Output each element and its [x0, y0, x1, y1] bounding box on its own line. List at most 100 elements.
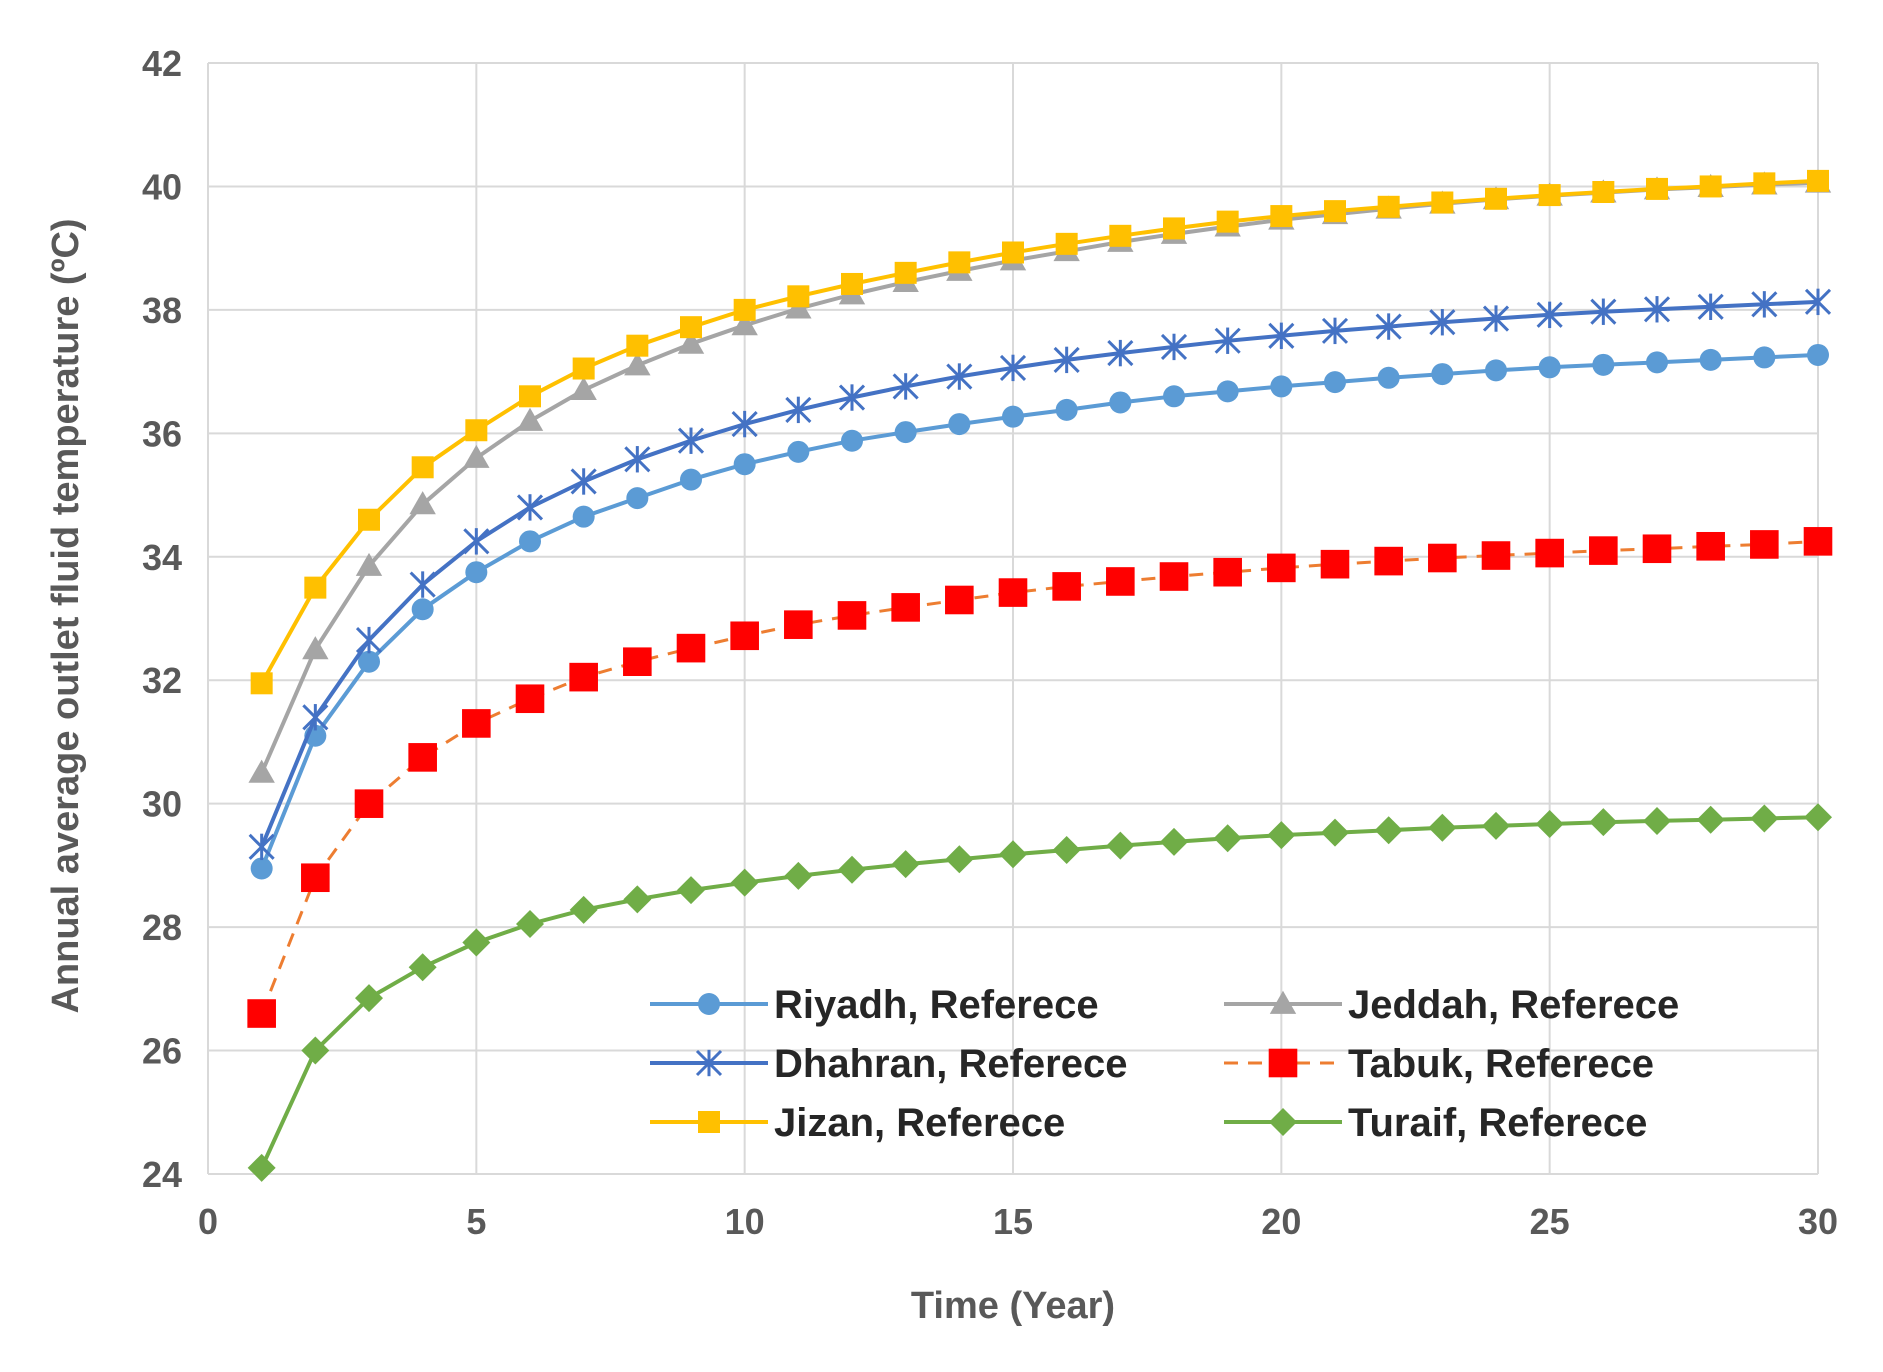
data-point-dhahran: [1107, 339, 1134, 367]
data-point-riyadh: [733, 453, 756, 476]
data-point-turaif: [784, 861, 813, 890]
data-point-jizan: [1216, 210, 1239, 233]
series-line-dhahran: [259, 299, 1819, 848]
data-point-jizan: [787, 285, 810, 308]
series-dhahran: [248, 288, 1832, 861]
data-point-jizan: [733, 298, 756, 321]
data-point-tabuk: [1750, 530, 1779, 559]
data-point-turaif: [1160, 827, 1188, 856]
data-point-dhahran: [1536, 301, 1563, 329]
legend-label-tabuk: Tabuk, Referece: [1348, 1042, 1654, 1086]
y-tick-label: 30: [142, 784, 182, 825]
data-point-dhahran: [999, 354, 1027, 382]
data-point-jizan: [1646, 177, 1668, 200]
data-point-jeddah: [731, 312, 758, 336]
y-tick-label: 40: [142, 166, 182, 207]
x-axis-ticks: 0 5 10 15 20 25 30: [198, 1201, 1838, 1242]
data-point-tabuk: [1535, 538, 1564, 568]
data-point-jeddah: [463, 444, 490, 468]
data-point-tabuk: [1213, 557, 1242, 587]
data-point-riyadh: [841, 429, 863, 452]
data-point-turaif: [1643, 806, 1671, 835]
data-point-turaif: [1535, 810, 1564, 839]
data-point-jeddah: [624, 352, 651, 376]
data-point-dhahran: [785, 396, 812, 424]
data-point-riyadh: [519, 530, 541, 553]
y-tick-label: 42: [142, 43, 182, 84]
data-point-dhahran: [1697, 293, 1724, 321]
data-point-riyadh: [358, 650, 380, 673]
data-point-turaif: [408, 953, 437, 982]
data-point-turaif: [945, 845, 974, 874]
data-point-turaif: [999, 840, 1027, 869]
data-point-jizan: [1163, 217, 1185, 240]
legend-label-jizan: Jizan, Referece: [774, 1101, 1065, 1145]
data-point-dhahran: [677, 427, 705, 454]
data-point-jizan: [680, 316, 702, 339]
data-point-jizan: [572, 357, 595, 380]
legend-label-jeddah: Jeddah, Referece: [1348, 983, 1679, 1027]
y-tick-label: 28: [142, 907, 182, 948]
data-point-tabuk: [730, 621, 759, 651]
legend-marker-dhahran: [695, 1049, 723, 1077]
data-point-turaif: [1482, 811, 1510, 840]
data-point-jizan: [894, 261, 917, 284]
data-point-jizan: [1002, 241, 1024, 264]
data-point-turaif: [355, 984, 383, 1013]
data-point-riyadh: [1753, 346, 1776, 369]
legend-marker-tabuk: [1268, 1048, 1298, 1078]
x-tick-label: 5: [466, 1201, 486, 1242]
data-point-dhahran: [516, 494, 544, 521]
data-point-jizan: [1807, 169, 1829, 192]
data-point-riyadh: [1807, 343, 1829, 366]
legend-entry-tabuk: Tabuk, Referece: [1224, 1042, 1654, 1086]
data-point-jizan: [1699, 175, 1722, 198]
data-point-tabuk: [1428, 543, 1457, 573]
data-point-turaif: [1267, 821, 1296, 850]
data-point-riyadh: [948, 413, 971, 436]
data-point-jizan: [1538, 184, 1561, 207]
data-point-jeddah: [570, 376, 597, 401]
data-point-jizan: [1377, 195, 1400, 218]
data-point-dhahran: [409, 571, 436, 598]
legend-entry-riyadh: Riyadh, Referece: [650, 983, 1099, 1027]
data-point-riyadh: [1002, 405, 1024, 428]
data-point-dhahran: [302, 704, 329, 731]
data-point-dhahran: [838, 384, 866, 411]
series-jizan: [250, 169, 1829, 695]
data-point-tabuk: [1320, 549, 1350, 579]
data-point-riyadh: [626, 487, 649, 510]
data-point-jizan: [358, 508, 380, 531]
data-point-riyadh: [465, 561, 488, 584]
data-point-dhahran: [355, 626, 383, 654]
legend-entry-dhahran: Dhahran, Referece: [650, 1042, 1127, 1086]
data-point-tabuk: [945, 585, 974, 615]
y-tick-label: 38: [142, 290, 182, 331]
legend: Riyadh, Referece Jeddah, Referece Dhahran,…: [650, 983, 1679, 1145]
data-point-dhahran: [731, 410, 758, 438]
data-point-turaif: [1052, 835, 1081, 864]
y-tick-label: 24: [142, 1154, 182, 1195]
data-point-jeddah: [355, 552, 383, 576]
grid: [207, 62, 1819, 1175]
data-point-dhahran: [892, 373, 919, 400]
data-point-dhahran: [1214, 327, 1241, 354]
data-point-jizan: [1431, 191, 1454, 214]
data-point-jizan: [1270, 205, 1293, 228]
data-point-turaif: [838, 855, 866, 884]
data-point-turaif: [730, 868, 759, 897]
data-point-riyadh: [1055, 398, 1078, 421]
data-point-dhahran: [463, 528, 490, 555]
data-point-dhahran: [1429, 309, 1456, 336]
data-point-riyadh: [1109, 391, 1132, 414]
data-point-tabuk: [784, 610, 813, 639]
data-point-turaif: [1213, 824, 1242, 853]
data-point-dhahran: [1590, 298, 1617, 325]
data-point-dhahran: [1751, 291, 1778, 318]
data-point-turaif: [1321, 818, 1349, 847]
data-point-jizan: [1109, 224, 1132, 247]
data-point-tabuk: [1106, 567, 1135, 596]
legend-marker-riyadh: [698, 993, 720, 1015]
y-axis-ticks: 24 26 28 30 32 34 36 38 40 42: [142, 43, 182, 1195]
